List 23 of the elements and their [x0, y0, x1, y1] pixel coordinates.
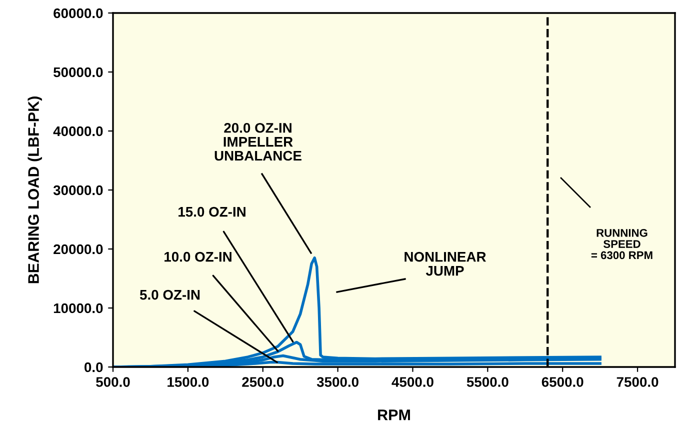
annotation: 5.0 OZ-IN: [140, 290, 200, 300]
annotation: 15.0 OZ-IN: [178, 206, 246, 217]
x-tick-label: 4500.0: [392, 377, 434, 387]
annotation: 10.0 OZ-IN: [164, 252, 232, 262]
x-tick-label: 500.0: [96, 377, 130, 387]
y-tick-label: 30000.0: [53, 185, 103, 196]
y-tick-label: 20000.0: [54, 244, 103, 254]
annotation: 20.0 OZ-IN IMPELLER UNBALANCE: [214, 122, 302, 161]
ref-line-label: RUNNING SPEED = 6300 RPM: [591, 228, 652, 260]
x-tick-label: 1500.0: [168, 377, 209, 387]
annotation: NONLINEAR JUMP: [404, 252, 486, 276]
x-axis-title: RPM: [378, 410, 410, 420]
x-tick-label: 3500.0: [316, 377, 358, 387]
x-tick-label: 5500.0: [466, 377, 508, 387]
x-tick-label: 6500.0: [542, 377, 584, 387]
y-tick-label: 40000.0: [53, 126, 103, 136]
y-tick-label: 10000.0: [54, 303, 103, 314]
y-tick-label: 60000.0: [54, 8, 103, 18]
x-tick-label: 2500.0: [242, 377, 284, 387]
y-tick-label: 50000.0: [54, 67, 103, 78]
x-tick-label: 7500.0: [616, 377, 658, 387]
y-axis-title: BEARING LOAD (LBF-PK): [28, 96, 42, 284]
y-tick-label: 0.0: [84, 362, 103, 372]
